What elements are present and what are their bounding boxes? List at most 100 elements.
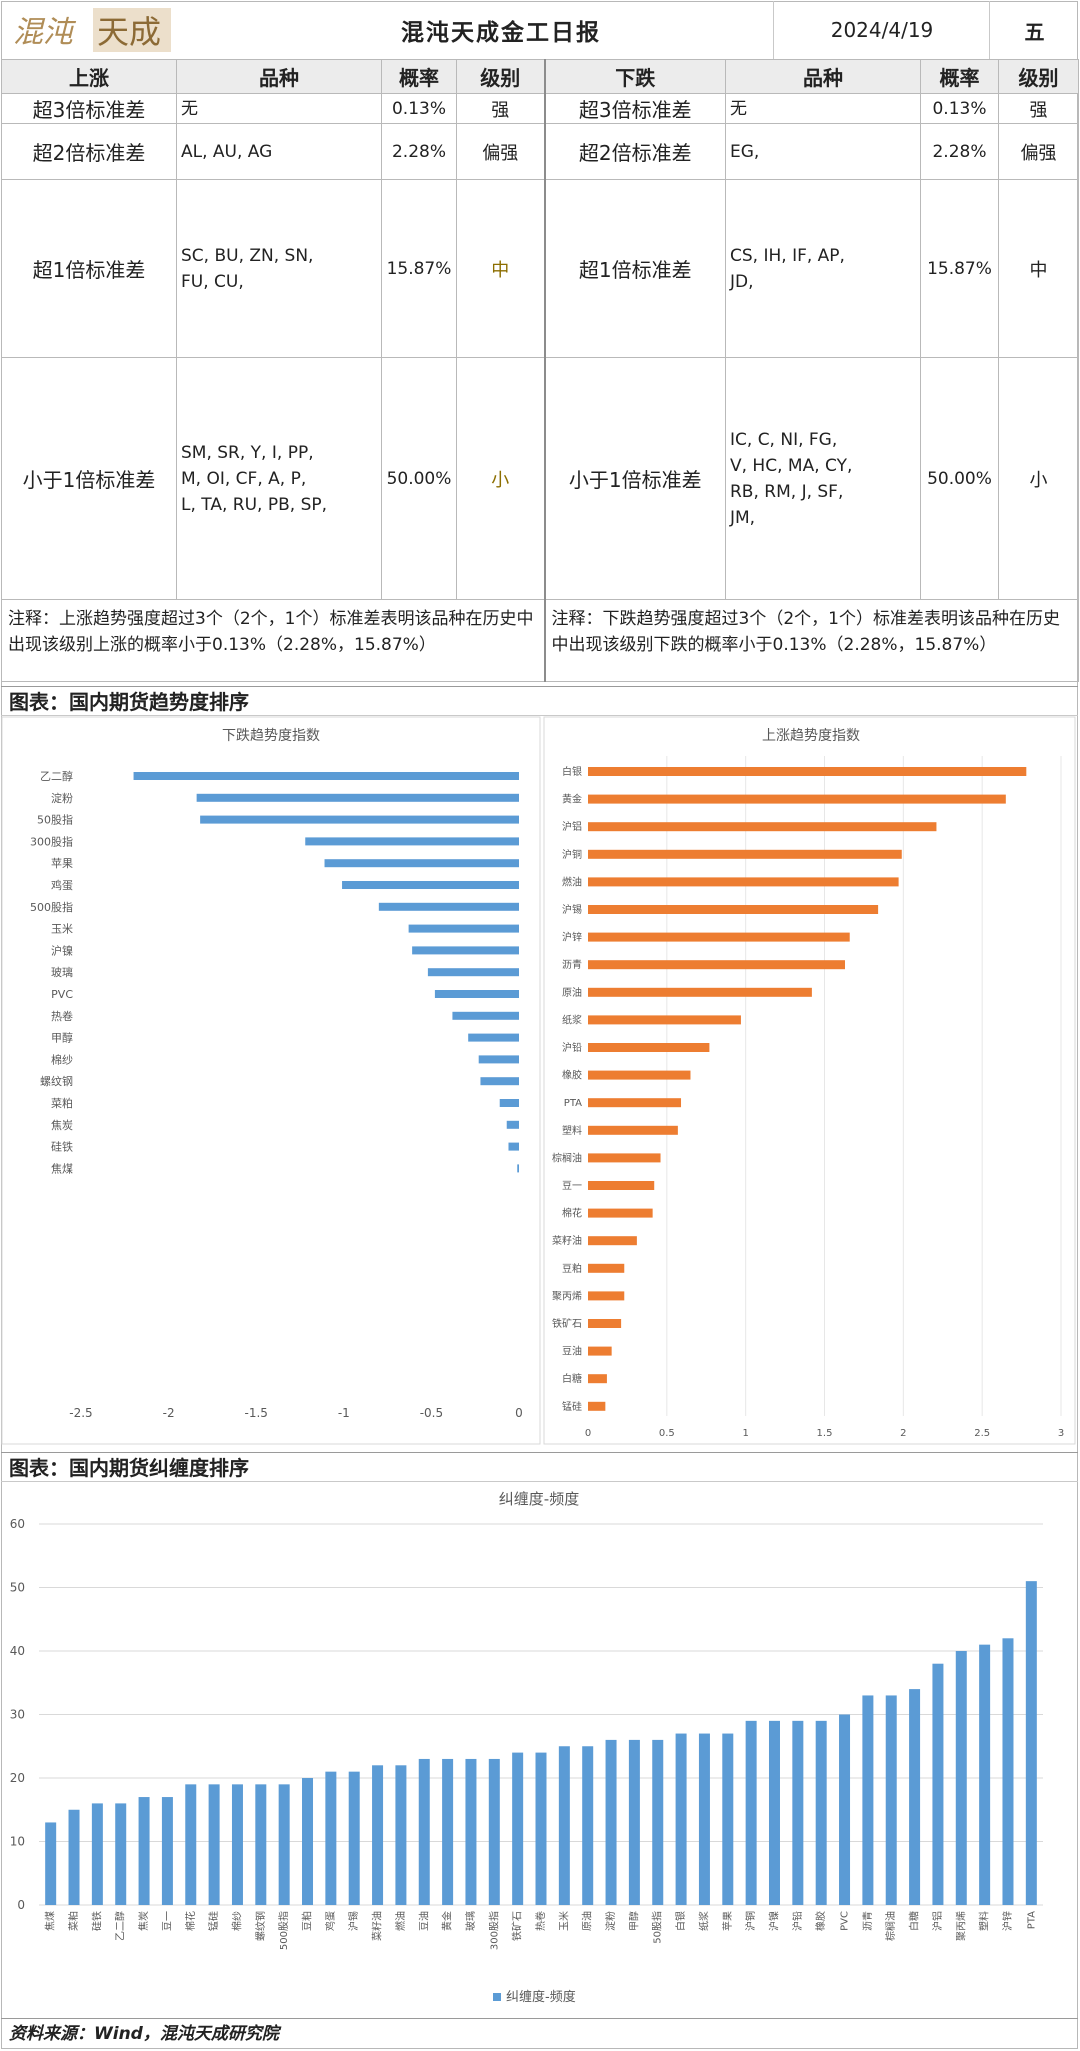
variety-line: L, TA, RU, PB, SP,	[181, 494, 328, 515]
down-bar	[408, 924, 519, 933]
up-bar	[588, 1015, 741, 1025]
entangle-category-label: 乙二醇	[114, 1911, 127, 1941]
entangle-bar	[1025, 1581, 1037, 1905]
down-x-tick-label: -2.5	[69, 1406, 92, 1420]
down-category-label: 苹果	[51, 856, 73, 870]
up-bar	[588, 1291, 625, 1301]
entangle-category-label: 棕榈油	[884, 1911, 897, 1941]
entangle-category-label: 菜粕	[67, 1911, 80, 1931]
down-category-label: 乙二醇	[40, 769, 73, 783]
down-x-tick-label: -2	[163, 1406, 175, 1420]
up-category-label: PTA	[564, 1098, 582, 1109]
down-category-label: 500股指	[30, 900, 73, 914]
entangle-bar	[372, 1765, 384, 1905]
up-bar	[588, 1181, 655, 1190]
note-row: 注释：上涨趋势强度超过3个（2个，1个）标准差表明该品种在历史中出现该级别上涨的…	[1, 599, 1079, 682]
down-chart-frame	[1, 716, 541, 1445]
up-x-tick-label: 1.5	[817, 1428, 833, 1439]
up-bar	[588, 1153, 661, 1163]
entangle-category-label: 淀粉	[604, 1911, 617, 1931]
entangle-category-label: 50股指	[651, 1911, 664, 1944]
entangle-category-label: 菜籽油	[371, 1911, 384, 1941]
variety-line: IC, C, NI, FG,	[730, 429, 838, 450]
entangle-y-tick-label: 50	[10, 1581, 25, 1595]
up-category-label: 白糖	[562, 1372, 582, 1385]
down-category-label: 焦煤	[51, 1162, 73, 1175]
up-level: 小于1倍标准差	[1, 357, 177, 600]
entangle-bar	[792, 1720, 804, 1905]
entangle-category-label: 白糖	[908, 1911, 921, 1931]
entangle-category-label: 焦炭	[137, 1911, 150, 1931]
up-category-label: 沪锡	[562, 903, 582, 916]
up-prob: 15.87%	[381, 179, 457, 358]
up-category-label: 沪铅	[562, 1041, 582, 1054]
up-bar	[588, 1374, 607, 1384]
entangle-category-label: 沪锡	[347, 1911, 360, 1931]
entangle-category-label: 白银	[674, 1911, 687, 1931]
variety-line: RB, RM, J, SF,	[730, 481, 844, 502]
entangle-bar	[909, 1689, 921, 1905]
down-prob: 2.28%	[920, 123, 999, 180]
entangle-bar	[115, 1803, 127, 1905]
entangle-y-tick-label: 10	[10, 1835, 25, 1849]
entangle-category-label: 苹果	[721, 1911, 734, 1931]
entangle-bar	[745, 1720, 757, 1905]
up-x-tick-label: 0.5	[659, 1428, 675, 1439]
entangle-category-label: 豆一	[161, 1911, 173, 1931]
entangle-category-label: 沪铅	[791, 1911, 804, 1931]
up-bar	[588, 905, 879, 914]
up-grade: 中	[456, 179, 545, 358]
entangle-category-label: 原油	[581, 1911, 594, 1931]
up-category-label: 纸浆	[562, 1013, 582, 1026]
entangle-category-label: 沪锌	[1001, 1911, 1014, 1931]
down-category-label: 螺纹钢	[40, 1074, 73, 1088]
entangle-category-label: 纸浆	[697, 1911, 710, 1931]
entangle-bar	[558, 1746, 570, 1905]
up-category-label: 黄金	[562, 793, 582, 806]
entangle-category-label: PTA	[1026, 1911, 1037, 1929]
up-bar	[588, 1401, 606, 1411]
entangle-category-label: 棉花	[184, 1911, 197, 1931]
up-bar	[588, 1236, 637, 1246]
up-varieties: SC, BU, ZN, SN, FU, CU,	[176, 179, 382, 358]
entangle-category-label: 鸡蛋	[324, 1911, 337, 1931]
variety-line: JM,	[730, 507, 756, 528]
entangle-bar	[979, 1644, 991, 1905]
up-x-tick-label: 1	[742, 1428, 748, 1439]
up-category-label: 沪锌	[562, 931, 582, 944]
entangle-bar	[255, 1784, 267, 1905]
entangle-category-label: 焦煤	[44, 1911, 57, 1931]
down-category-label: 淀粉	[51, 791, 73, 805]
down-category-label: 甲醇	[51, 1031, 73, 1045]
entangle-category-label: 螺纹钢	[254, 1911, 267, 1941]
entangle-category-label: 500股指	[277, 1911, 290, 1950]
up-prob: 2.28%	[381, 123, 457, 180]
down-bar	[506, 1120, 519, 1129]
down-bar	[200, 815, 520, 824]
entangle-bar	[418, 1758, 430, 1905]
entangle-category-label: 沥青	[861, 1911, 874, 1931]
down-prob: 50.00%	[920, 357, 999, 600]
entangle-bar	[185, 1784, 197, 1905]
down-grade: 小	[998, 357, 1079, 600]
up-category-label: 沥青	[562, 958, 582, 971]
entangle-y-tick-label: 60	[10, 1517, 25, 1531]
entangle-bar	[675, 1733, 687, 1905]
entangle-bar	[278, 1784, 290, 1905]
up-bar	[588, 822, 937, 832]
up-bar	[588, 1070, 691, 1080]
entangle-category-label: 沪铝	[931, 1911, 944, 1931]
down-prob: 15.87%	[920, 179, 999, 358]
svg-text:混沌: 混沌	[13, 15, 77, 50]
up-bar	[588, 932, 850, 942]
col-down-prob: 概率	[920, 59, 999, 94]
down-bar	[452, 1011, 519, 1020]
entangle-chart: 纠缠度-频度 0 10 20 30 40 50 60 焦煤 菜粕 硅铁 乙二醇 焦炭 豆一 棉花 锰硅 棉纱螺…	[10, 1490, 1043, 2005]
entangle-category-label: 锰硅	[207, 1911, 220, 1931]
entangle-category-label: 燃油	[394, 1911, 407, 1931]
down-bar	[412, 946, 519, 955]
entangle-category-label: 橡胶	[814, 1911, 827, 1931]
note-down: 注释：下跌趋势强度超过3个（2个，1个）标准差表明该品种在历史中出现该级别下跌的…	[543, 599, 1079, 682]
entangle-bar	[395, 1765, 407, 1905]
